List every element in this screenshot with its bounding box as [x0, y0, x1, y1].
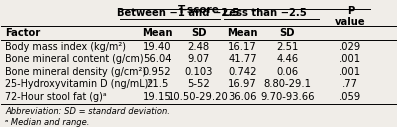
- Text: 9.70-93.66: 9.70-93.66: [260, 92, 314, 102]
- Text: T-score: T-score: [177, 5, 220, 14]
- Text: 72-Hour stool fat (g)ᵃ: 72-Hour stool fat (g)ᵃ: [5, 92, 107, 102]
- Text: .001: .001: [339, 54, 361, 64]
- Text: 56.04: 56.04: [143, 54, 172, 64]
- Text: 0.103: 0.103: [184, 67, 213, 77]
- Text: 5-52: 5-52: [187, 79, 210, 89]
- Text: Abbreviation: SD = standard deviation.: Abbreviation: SD = standard deviation.: [5, 107, 170, 116]
- Text: 10.50-29.20: 10.50-29.20: [168, 92, 229, 102]
- Text: Bone mineral density (g/cm²): Bone mineral density (g/cm²): [5, 67, 146, 77]
- Text: 36.06: 36.06: [228, 92, 257, 102]
- Text: 0.952: 0.952: [143, 67, 172, 77]
- Text: 21.5: 21.5: [146, 79, 168, 89]
- Text: 41.77: 41.77: [228, 54, 257, 64]
- Text: 16.97: 16.97: [228, 79, 257, 89]
- Text: .77: .77: [342, 79, 358, 89]
- Text: Between −1 and −2.5: Between −1 and −2.5: [117, 9, 239, 18]
- Text: 2.48: 2.48: [187, 42, 210, 52]
- Text: .029: .029: [339, 42, 361, 52]
- Text: 9.07: 9.07: [187, 54, 210, 64]
- Text: Factor: Factor: [5, 28, 40, 38]
- Text: 19.40: 19.40: [143, 42, 172, 52]
- Text: 8.80-29.1: 8.80-29.1: [263, 79, 311, 89]
- Text: Mean: Mean: [227, 28, 258, 38]
- Text: P
value: P value: [335, 6, 366, 27]
- Text: Less than −2.5: Less than −2.5: [223, 9, 307, 18]
- Text: 2.51: 2.51: [276, 42, 299, 52]
- Text: Mean: Mean: [142, 28, 172, 38]
- Text: 16.17: 16.17: [228, 42, 257, 52]
- Text: 4.46: 4.46: [276, 54, 298, 64]
- Text: .001: .001: [339, 67, 361, 77]
- Text: Bone mineral content (g/cm): Bone mineral content (g/cm): [5, 54, 144, 64]
- Text: ᵃ Median and range.: ᵃ Median and range.: [5, 118, 90, 127]
- Text: .059: .059: [339, 92, 361, 102]
- Text: SD: SD: [279, 28, 295, 38]
- Text: 25-Hydroxyvitamin D (ng/mL)ᵃ: 25-Hydroxyvitamin D (ng/mL)ᵃ: [5, 79, 152, 89]
- Text: 19.15: 19.15: [143, 92, 172, 102]
- Text: Body mass index (kg/m²): Body mass index (kg/m²): [5, 42, 126, 52]
- Text: SD: SD: [191, 28, 206, 38]
- Text: 0.742: 0.742: [228, 67, 257, 77]
- Text: 0.06: 0.06: [276, 67, 298, 77]
